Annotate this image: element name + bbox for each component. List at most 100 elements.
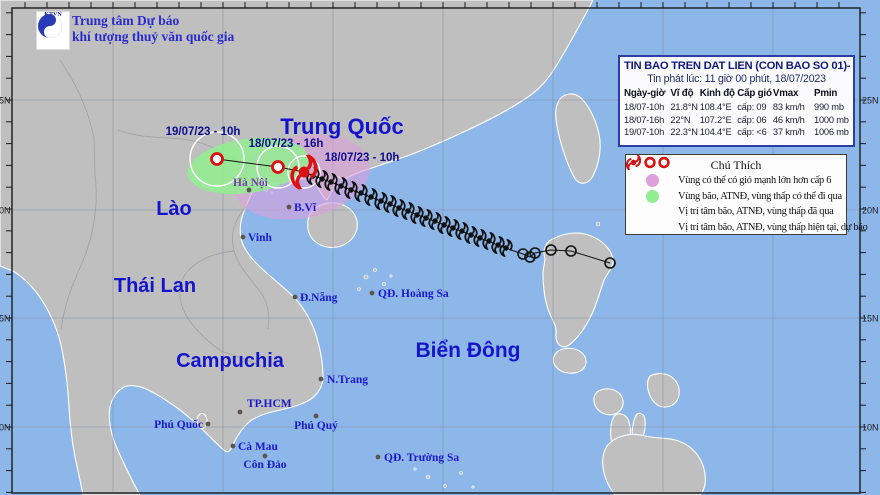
bulletin-cell: 22.3°N bbox=[670, 127, 698, 138]
bulletin-cell: cấp: 06 bbox=[737, 114, 767, 125]
legend-item-past-positions: Vị trí tâm bão, ATNĐ, vùng thấp đã qua bbox=[626, 155, 846, 220]
forecast-position-circle bbox=[210, 152, 224, 166]
city-label: Hà Nội bbox=[233, 177, 269, 189]
forecast-position-circle bbox=[271, 160, 285, 174]
lat-label-right: 15N bbox=[862, 314, 879, 324]
storm-pass-zone bbox=[187, 137, 309, 195]
city-label: N.Trang bbox=[327, 374, 368, 386]
city-label: Đ.Nẵng bbox=[300, 291, 338, 304]
past-low-circle bbox=[529, 247, 541, 259]
bulletin-column-header: Vmax bbox=[772, 88, 799, 99]
bulletin-cell: 37 km/h bbox=[772, 127, 805, 138]
city-dot bbox=[369, 290, 375, 296]
wind-radius-circle bbox=[189, 131, 245, 187]
bulletin-cell: 108.4°E bbox=[699, 101, 732, 112]
map-frame bbox=[11, 7, 861, 494]
bulletin-cell: 19/07-10h bbox=[624, 127, 665, 138]
region-label: Campuchia bbox=[176, 350, 285, 372]
landmass bbox=[0, 0, 706, 495]
city-dot bbox=[262, 453, 268, 459]
storm-date-label: 19/07/23 - 10h bbox=[166, 126, 241, 138]
legend-item-current-forecast-positions: Vị trí tâm bão, ATNĐ, vùng thấp hiện tại… bbox=[626, 155, 868, 236]
island-mindoro bbox=[552, 347, 587, 374]
bulletin-column-header: Ngày-giờ bbox=[624, 88, 666, 99]
bulletin-cell: 46 km/h bbox=[772, 114, 805, 125]
bulletin-cell: 18/07-16h bbox=[624, 114, 665, 125]
legend-item-gale-area: Vùng có thể có gió mạnh lớn hơn cấp 6 bbox=[626, 173, 846, 189]
legend-title: Chú Thích bbox=[710, 158, 762, 172]
lat-label-right: 10N bbox=[862, 423, 879, 433]
city-dot bbox=[205, 421, 211, 427]
city-dot bbox=[286, 204, 292, 210]
lat-label-right: 25N bbox=[862, 96, 879, 106]
bulletin-column-header: Kinh độ bbox=[699, 88, 735, 99]
agency-name-line2: khí tượng thuỷ văn quốc gia bbox=[72, 29, 235, 44]
island-taiwan bbox=[555, 93, 601, 184]
lat-label-left: 15N bbox=[0, 314, 11, 324]
storm-bulletin-box: TIN BAO TREN DAT LIEN (CON BAO SO 01)- T… bbox=[618, 55, 855, 147]
bulletin-cell: 104.4°E bbox=[699, 127, 732, 138]
region-label: Lào bbox=[156, 198, 192, 220]
city-dot bbox=[240, 234, 246, 240]
city-dot bbox=[318, 376, 324, 382]
agency-logo-icon bbox=[38, 14, 62, 38]
bulletin-cell: 83 km/h bbox=[772, 101, 805, 112]
wind-radius-circle bbox=[256, 145, 300, 189]
bulletin-cell: 1000 mb bbox=[813, 114, 849, 125]
city-dot bbox=[375, 454, 381, 460]
region-label: Trung Quốc bbox=[280, 114, 403, 139]
city-label: QĐ. Trường Sa bbox=[384, 452, 459, 464]
city-dot bbox=[230, 443, 236, 449]
past-low-circle bbox=[545, 244, 557, 256]
city-label: B.Vĩ bbox=[294, 202, 317, 214]
lat-label-left: 20N bbox=[0, 206, 11, 216]
storm-track-line bbox=[216, 158, 611, 264]
lat-label-left: 25N bbox=[0, 96, 11, 106]
bulletin-column-header: Vĩ độ bbox=[670, 88, 694, 99]
bulletin-column-header: Pmin bbox=[813, 88, 838, 99]
bulletin-cell: 18/07-10h bbox=[624, 101, 665, 112]
agency-logo: KTVN bbox=[37, 12, 69, 49]
city-label: Phú Quý bbox=[294, 420, 338, 432]
city-label: Côn Đảo bbox=[243, 459, 286, 471]
agency-name: Trung tâm Dự báo khí tượng thuỷ văn quốc… bbox=[72, 13, 234, 45]
city-label: TP.HCM bbox=[247, 398, 292, 410]
bulletin-cell: 21.8°N bbox=[670, 101, 698, 112]
purple-area-icon bbox=[626, 174, 678, 188]
bulletin-column-header: Cấp gió bbox=[737, 88, 772, 99]
lat-label-right: 20N bbox=[862, 206, 879, 216]
city-label: Cà Mau bbox=[238, 441, 279, 453]
city-label: Vinh bbox=[248, 232, 272, 244]
city-label: QĐ. Hoàng Sa bbox=[378, 288, 449, 300]
bulletin-table: Ngày-giờ Vĩ độ Kinh độ Cấp gió Vmax Pmin 18/07… bbox=[624, 88, 849, 139]
region-label: Biển Đông bbox=[416, 339, 521, 362]
lat-label-left: 10N bbox=[0, 423, 11, 433]
past-low-circle bbox=[604, 257, 616, 269]
past-low-circle bbox=[517, 248, 529, 260]
bulletin-cell: 107.2°E bbox=[699, 114, 732, 125]
past-low-circle bbox=[565, 245, 577, 257]
bulletin-cell: cấp: 09 bbox=[737, 101, 767, 112]
region-label: Thái Lan bbox=[114, 275, 196, 297]
storm-date-label: 18/07/23 - 16h bbox=[249, 138, 324, 150]
island-phuquoc bbox=[196, 412, 208, 430]
city-dot bbox=[237, 409, 243, 415]
wind-radius-circle bbox=[287, 155, 321, 189]
bulletin-cell: 990 mb bbox=[813, 101, 844, 112]
islets-hoang-sa bbox=[357, 268, 393, 291]
bulletin-cell: 22°N bbox=[670, 114, 691, 125]
island-panay bbox=[593, 388, 624, 416]
storm-date-label: 18/07/23 - 10h bbox=[325, 152, 400, 164]
agency-name-line1: Trung tâm Dự báo bbox=[72, 13, 180, 28]
island-mindanao bbox=[602, 433, 706, 495]
green-area-icon bbox=[626, 189, 678, 203]
bulletin-title: TIN BAO TREN DAT LIEN (CON BAO SO 01)- bbox=[624, 60, 851, 72]
bulletin-cell: 1006 mb bbox=[813, 127, 849, 138]
legend-item-pass-area: Vùng bão, ATNĐ, vùng thấp có thể đi qua bbox=[626, 189, 846, 205]
bulletin-cell: cấp: <6 bbox=[737, 127, 767, 138]
city-dot bbox=[292, 294, 298, 300]
islets-truong-sa bbox=[413, 467, 475, 489]
city-dot bbox=[313, 413, 319, 419]
legend-box: Chú Thích Vùng có thể có gió mạnh lớn hơ… bbox=[625, 154, 868, 236]
